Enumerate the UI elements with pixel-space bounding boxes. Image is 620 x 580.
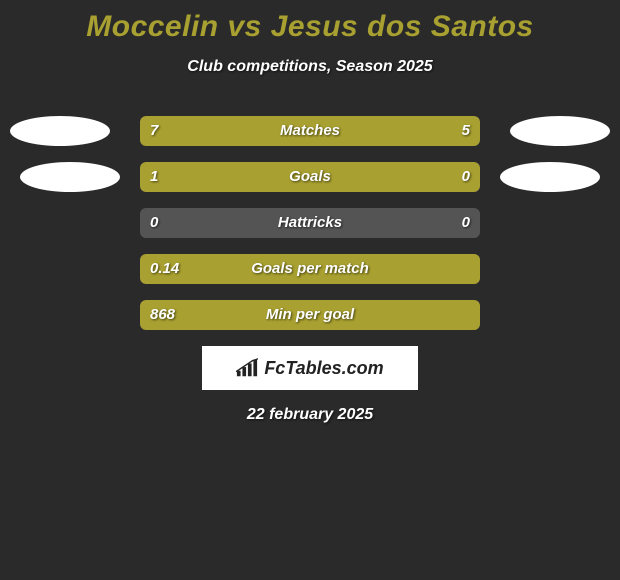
metric-label: Min per goal	[140, 300, 480, 330]
metric-row: 7Matches5	[0, 116, 620, 146]
value-player2: 5	[462, 116, 470, 146]
metric-row: 0Hattricks0	[0, 208, 620, 238]
team-badge-player1	[10, 116, 110, 146]
team-badge-player2	[500, 162, 600, 192]
logo: FcTables.com	[236, 358, 383, 379]
metric-row: 868Min per goal	[0, 300, 620, 330]
metric-label: Goals per match	[140, 254, 480, 284]
metric-label: Hattricks	[140, 208, 480, 238]
page-title: Moccelin vs Jesus dos Santos	[0, 0, 620, 44]
value-player2: 0	[462, 162, 470, 192]
team-badge-player2	[510, 116, 610, 146]
logo-box: FcTables.com	[202, 346, 418, 390]
bar-chart-icon	[236, 358, 258, 378]
team-badge-player1	[20, 162, 120, 192]
logo-text: FcTables.com	[264, 358, 383, 379]
date-label: 22 february 2025	[0, 406, 620, 424]
value-player2: 0	[462, 208, 470, 238]
subtitle: Club competitions, Season 2025	[0, 58, 620, 76]
metric-row: 0.14Goals per match	[0, 254, 620, 284]
metric-label: Matches	[140, 116, 480, 146]
metric-row: 1Goals0	[0, 162, 620, 192]
metric-label: Goals	[140, 162, 480, 192]
comparison-chart: 7Matches51Goals00Hattricks00.14Goals per…	[0, 116, 620, 330]
